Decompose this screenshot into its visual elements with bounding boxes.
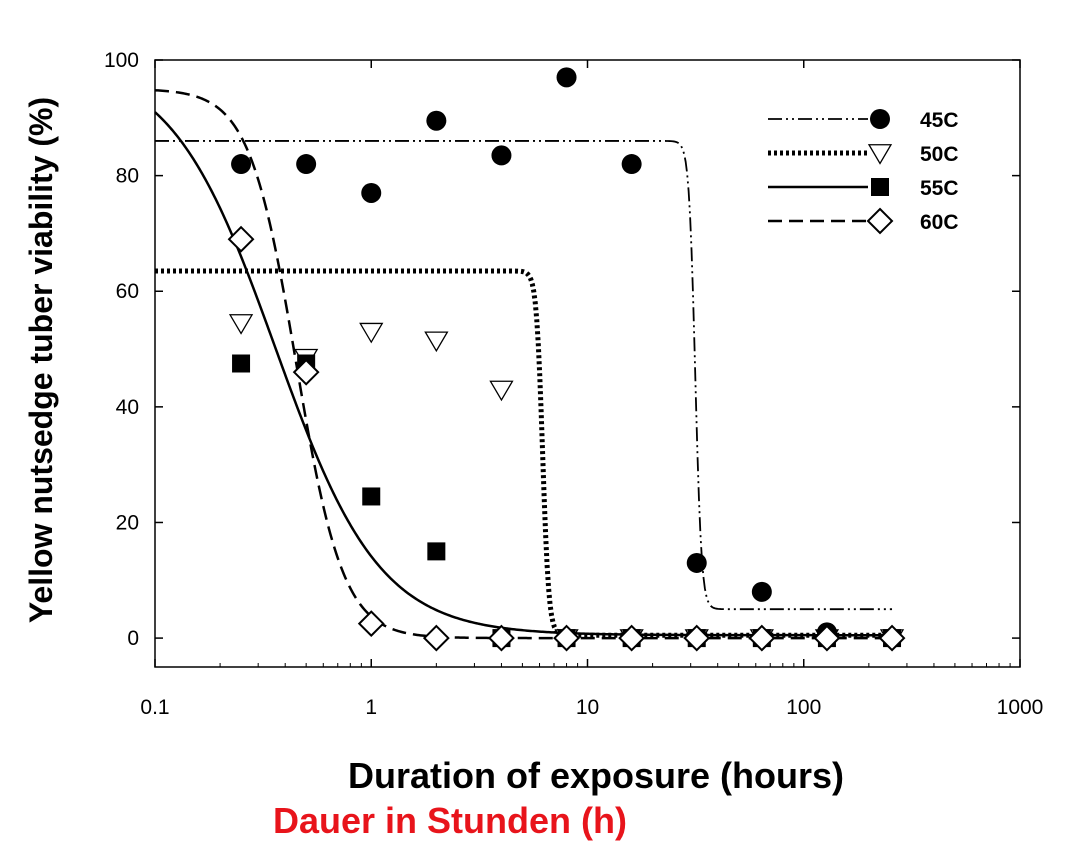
data-point-45c	[621, 154, 642, 175]
data-point-45c	[296, 154, 317, 175]
data-point-45c	[426, 110, 447, 131]
y-tick-label: 100	[104, 49, 139, 72]
data-point-55c	[362, 487, 381, 506]
legend-marker-55c	[871, 178, 889, 196]
legend-marker-45c	[870, 109, 890, 129]
fit-curve-60c	[154, 88, 893, 640]
y-tick-label: 20	[116, 511, 139, 534]
data-point-50c	[489, 380, 514, 402]
x-tick-label: 100	[786, 696, 821, 719]
fit-curve-55c	[154, 111, 893, 637]
x-axis-ticks: 0.1 1 10 100 1000	[140, 60, 1043, 719]
y-tick-label: 80	[116, 165, 139, 188]
data-point-50c	[424, 331, 449, 353]
legend-label-50c: 50C	[920, 143, 959, 166]
data-point-45c	[686, 552, 707, 573]
x-tick-label: 1	[365, 696, 377, 719]
plot-frame	[154, 59, 1021, 668]
data-point-45c	[556, 67, 577, 88]
data-point-50c	[228, 314, 254, 335]
data-point-60c	[683, 624, 711, 652]
data-point-55c	[427, 542, 446, 561]
y-axis-title: Yellow nutsedge tuber viability (%)	[23, 97, 59, 623]
data-point-45c	[751, 581, 772, 602]
fit-curve-45c	[155, 140, 893, 611]
fit-curves	[154, 88, 893, 640]
x-tick-label: 1000	[997, 696, 1044, 719]
legend-label-55c: 55C	[920, 177, 959, 200]
data-point-60c	[227, 225, 255, 253]
data-point-60c	[357, 610, 385, 638]
y-tick-label: 0	[127, 627, 139, 650]
data-point-45c	[361, 182, 382, 203]
data-point-50c	[359, 322, 384, 344]
legend-marker-50c	[867, 144, 893, 165]
data-point-60c	[748, 624, 776, 652]
y-axis-ticks: 0 20 40 60 80 100	[104, 49, 1020, 650]
data-markers	[227, 67, 906, 652]
legend-marker-60c	[866, 207, 894, 235]
fit-curve-50c	[155, 268, 893, 638]
x-tick-label: 0.1	[140, 696, 169, 719]
legend: 45C 50C 55C 60C	[768, 109, 959, 235]
data-point-60c	[488, 624, 515, 652]
x-tick-label: 10	[576, 696, 599, 719]
data-point-60c	[878, 624, 906, 652]
y-tick-label: 40	[116, 396, 139, 419]
data-point-60c	[813, 624, 841, 652]
data-point-45c	[231, 154, 252, 175]
data-point-60c	[553, 624, 580, 652]
data-point-60c	[618, 624, 646, 652]
x-axis-title: Duration of exposure (hours)	[348, 755, 844, 796]
y-tick-label: 60	[116, 280, 139, 303]
caption-translation: Dauer in Stunden (h)	[273, 800, 627, 841]
plot-border	[154, 59, 1021, 668]
legend-label-60c: 60C	[920, 211, 959, 234]
data-point-55c	[232, 354, 251, 373]
data-point-60c	[292, 358, 320, 386]
legend-label-45c: 45C	[920, 109, 959, 132]
data-point-45c	[491, 145, 512, 166]
data-point-60c	[422, 624, 450, 652]
